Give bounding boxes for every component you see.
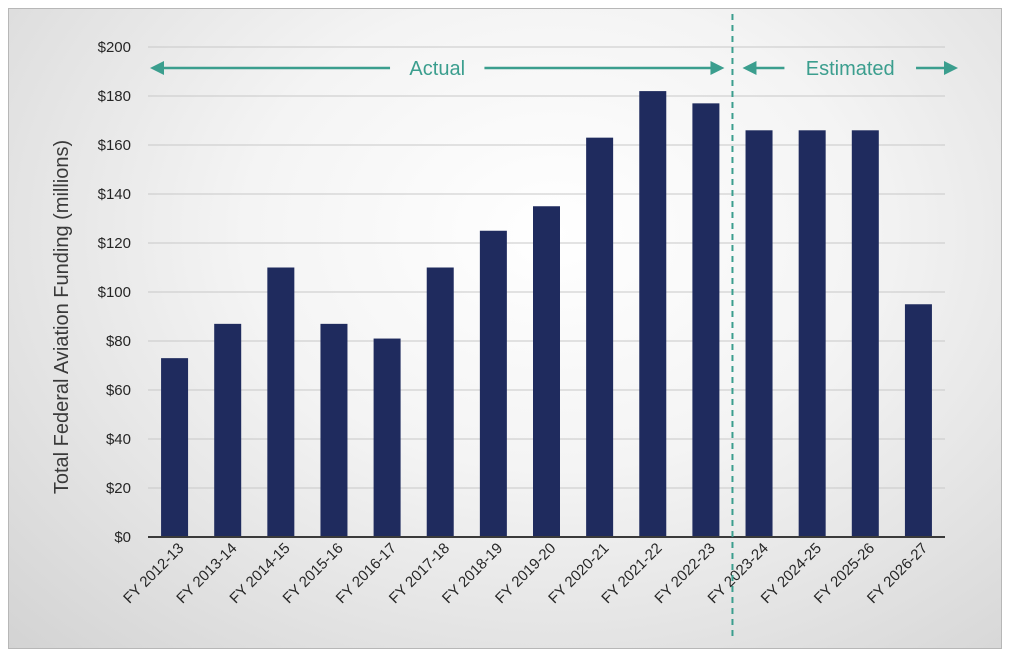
bar [267, 267, 295, 537]
bar [745, 130, 773, 538]
bar [479, 230, 507, 537]
y-tick-label: $80 [106, 333, 131, 350]
y-tick-labels: $0 $20 $40 $60 $80 $100 $120 $140 $160 $180 $200 [98, 39, 131, 546]
bar [161, 358, 189, 537]
bar [692, 103, 720, 537]
y-tick-label: $120 [98, 235, 131, 252]
y-tick-label: $100 [98, 284, 131, 301]
y-axis-label: Total Federal Aviation Funding (millions… [51, 140, 73, 494]
y-tick-label: $140 [98, 186, 131, 203]
y-tick-label: $200 [98, 39, 131, 56]
y-tick-label: $20 [106, 480, 131, 497]
bar [851, 130, 879, 538]
region-label: Actual [409, 58, 465, 80]
bar [798, 130, 826, 538]
y-tick-label: $40 [106, 431, 131, 448]
region-estimated-annotation: Estimated [742, 58, 958, 80]
bar [639, 91, 667, 537]
arrow-left-icon [742, 61, 757, 75]
y-tick-label: $160 [98, 137, 131, 154]
region-label: Estimated [806, 58, 895, 80]
region-annotations: Actual Estimated [150, 58, 958, 80]
bar [533, 206, 560, 537]
arrow-left-icon [150, 61, 164, 75]
bars [161, 91, 932, 538]
bar [904, 304, 932, 537]
arrow-right-icon [710, 61, 725, 75]
y-tick-label: $180 [98, 88, 131, 105]
bar [426, 267, 454, 537]
arrow-right-icon [944, 61, 958, 75]
y-tick-label: $0 [114, 529, 131, 546]
y-tick-label: $60 [106, 382, 131, 399]
bar [586, 137, 614, 537]
bar [214, 323, 242, 537]
bar [320, 323, 348, 537]
bar [373, 338, 401, 537]
region-actual-annotation: Actual [150, 58, 725, 80]
